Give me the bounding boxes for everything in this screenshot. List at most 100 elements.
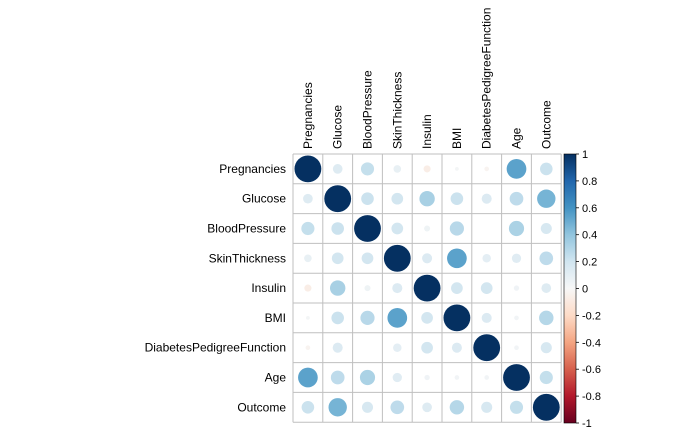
corr-circle-glucose-insulin	[419, 191, 435, 207]
corr-circle-glucose-bmi	[450, 192, 464, 205]
corr-circle-diabetespedigreefunction-outcome	[540, 342, 552, 354]
color-bar-tick-label: 0	[582, 284, 588, 296]
grid	[292, 153, 562, 423]
corr-circle-insulin-bmi	[451, 282, 463, 294]
color-bar-tick-label: 0.6	[582, 203, 597, 215]
column-label-age: Age	[510, 127, 524, 149]
corr-circle-outcome-bmi	[449, 400, 465, 415]
corr-circle-age-insulin	[424, 374, 430, 381]
corr-circle-diabetespedigreefunction-insulin	[421, 341, 433, 354]
corr-circle-insulin-pregnancies	[304, 284, 312, 292]
corr-circle-age-outcome	[539, 370, 553, 385]
column-labels: Pregnancies Glucose BloodPressure SkinThick…	[301, 8, 553, 149]
corr-circle-bloodpressure-skinthickness	[391, 222, 404, 235]
column-label-skinthickness: SkinThickness	[390, 72, 404, 149]
corr-circle-pregnancies-outcome	[540, 162, 553, 176]
column-label-bloodpressure: BloodPressure	[361, 70, 375, 149]
color-bar-tick-label: -0.2	[582, 310, 601, 322]
corr-circle-bmi-outcome	[539, 310, 554, 326]
corr-circle-skinthickness-pregnancies	[304, 254, 312, 263]
corr-circle-outcome-insulin	[422, 402, 432, 413]
corr-circle-age-skinthickness	[392, 372, 402, 383]
row-label-bloodpressure: BloodPressure	[207, 222, 286, 236]
color-bar-tick-label: -0.8	[582, 391, 601, 403]
column-label-glucose: Glucose	[331, 105, 345, 149]
corr-circle-insulin-insulin	[413, 274, 441, 302]
corr-circle-diabetespedigreefunction-glucose	[332, 342, 343, 353]
color-bar-tick-label: -1	[582, 418, 592, 430]
column-label-insulin: Insulin	[420, 114, 434, 149]
corr-circle-bloodpressure-bmi	[449, 221, 464, 236]
corr-circle-insulin-diabetespedigreefunction	[480, 282, 493, 294]
row-label-skinthickness: SkinThickness	[209, 251, 286, 265]
correlation-circles	[294, 155, 560, 421]
corr-circle-skinthickness-bmi	[447, 248, 467, 269]
color-bar-tick-label: 0.4	[582, 230, 597, 242]
corr-circle-glucose-skinthickness	[391, 192, 404, 205]
corr-circle-pregnancies-diabetespedigreefunction	[484, 166, 490, 172]
corr-circle-glucose-outcome	[537, 189, 556, 208]
corr-circle-pregnancies-skinthickness	[393, 165, 402, 173]
corr-circle-insulin-skinthickness	[392, 283, 403, 294]
color-bar-tick-label: -0.4	[582, 337, 601, 349]
corr-circle-outcome-glucose	[328, 398, 347, 417]
corr-circle-glucose-bloodpressure	[361, 192, 374, 205]
corr-circle-bmi-bmi	[443, 304, 471, 332]
row-label-outcome: Outcome	[237, 400, 286, 414]
corr-circle-outcome-diabetespedigreefunction	[481, 401, 493, 413]
corr-circle-bloodpressure-glucose	[331, 222, 344, 235]
corr-circle-outcome-age	[509, 400, 524, 414]
row-label-pregnancies: Pregnancies	[219, 162, 286, 176]
corr-circle-outcome-skinthickness	[390, 400, 405, 415]
corr-circle-age-age	[503, 364, 530, 391]
corr-circle-outcome-bloodpressure	[361, 401, 374, 413]
corr-circle-pregnancies-age	[506, 159, 527, 179]
corr-circle-skinthickness-bloodpressure	[361, 252, 374, 265]
corr-circle-insulin-glucose	[330, 280, 346, 296]
corr-circle-pregnancies-bloodpressure	[360, 162, 375, 176]
corr-circle-age-pregnancies	[298, 367, 318, 388]
corr-circle-age-bmi	[454, 375, 460, 380]
corr-circle-bmi-skinthickness	[387, 308, 408, 328]
corr-circle-bloodpressure-pregnancies	[301, 221, 315, 236]
row-label-insulin: Insulin	[251, 281, 286, 295]
color-bar-tick-label: 0.2	[582, 257, 597, 269]
corr-circle-glucose-pregnancies	[303, 193, 313, 204]
corr-circle-diabetespedigreefunction-pregnancies	[305, 345, 311, 351]
corr-circle-pregnancies-insulin	[423, 165, 431, 173]
column-label-bmi: BMI	[450, 128, 464, 149]
row-label-diabetespedigreefunction: DiabetesPedigreeFunction	[145, 341, 286, 355]
corr-circle-pregnancies-glucose	[332, 164, 343, 174]
corr-circle-bmi-bloodpressure	[360, 310, 375, 325]
color-bar-tick-label: -0.6	[582, 364, 601, 376]
corr-circle-skinthickness-age	[511, 253, 522, 263]
corr-circle-bloodpressure-outcome	[540, 222, 552, 235]
corr-circle-skinthickness-diabetespedigreefunction	[482, 254, 491, 263]
row-label-glucose: Glucose	[242, 192, 286, 206]
corr-circle-bmi-pregnancies	[306, 316, 310, 320]
corr-circle-skinthickness-glucose	[331, 252, 344, 265]
corr-circle-age-diabetespedigreefunction	[484, 375, 490, 380]
corr-circle-skinthickness-skinthickness	[383, 244, 411, 272]
corr-circle-skinthickness-insulin	[422, 253, 433, 264]
corr-circle-bloodpressure-bloodpressure	[354, 215, 381, 242]
corr-circle-diabetespedigreefunction-bmi	[451, 342, 462, 353]
corr-circle-insulin-outcome	[541, 283, 552, 293]
corr-circle-outcome-outcome	[532, 393, 560, 421]
corr-circle-diabetespedigreefunction-skinthickness	[393, 343, 402, 352]
corr-circle-insulin-age	[513, 285, 520, 291]
corr-circle-pregnancies-pregnancies	[294, 155, 322, 183]
corr-circle-bmi-diabetespedigreefunction	[481, 312, 492, 323]
corr-circle-glucose-diabetespedigreefunction	[481, 193, 492, 204]
corr-circle-bmi-insulin	[421, 312, 433, 324]
row-label-bmi: BMI	[265, 311, 286, 325]
corr-circle-insulin-bloodpressure	[364, 285, 371, 292]
column-label-outcome: Outcome	[539, 100, 553, 149]
column-label-diabetespedigreefunction: DiabetesPedigreeFunction	[480, 8, 494, 149]
column-label-pregnancies: Pregnancies	[301, 82, 315, 149]
corr-circle-bloodpressure-insulin	[424, 225, 431, 232]
row-labels: Pregnancies Glucose BloodPressure SkinThick…	[145, 162, 287, 414]
corr-circle-bloodpressure-age	[508, 220, 525, 237]
corr-circle-glucose-age	[509, 191, 524, 206]
